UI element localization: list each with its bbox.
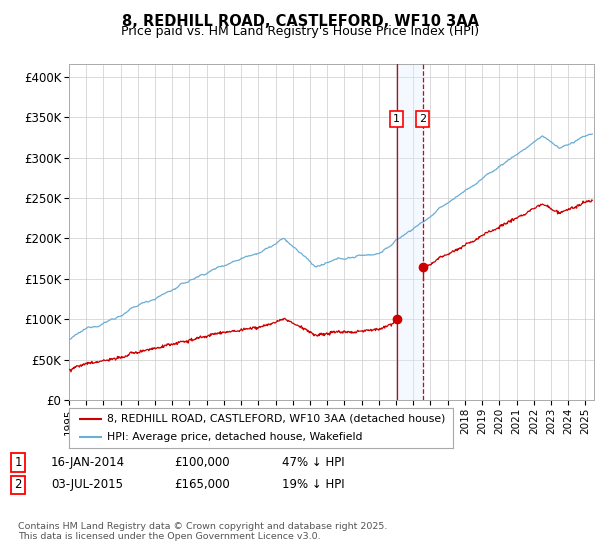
Bar (397, 64, 422, 400)
Text: 1: 1 (14, 456, 22, 469)
Text: Price paid vs. HM Land Registry's House Price Index (HPI): Price paid vs. HM Land Registry's House … (121, 25, 479, 38)
Text: 16-JAN-2014: 16-JAN-2014 (51, 456, 125, 469)
Text: £100,000: £100,000 (174, 456, 230, 469)
Text: HPI: Average price, detached house, Wakefield: HPI: Average price, detached house, Wake… (107, 432, 363, 442)
Text: 2: 2 (419, 114, 426, 124)
Text: 2: 2 (14, 478, 22, 492)
Text: 1: 1 (393, 114, 400, 124)
Text: 8, REDHILL ROAD, CASTLEFORD, WF10 3AA: 8, REDHILL ROAD, CASTLEFORD, WF10 3AA (121, 14, 479, 29)
Text: £165,000: £165,000 (174, 478, 230, 492)
Text: Contains HM Land Registry data © Crown copyright and database right 2025.
This d: Contains HM Land Registry data © Crown c… (18, 522, 388, 542)
Text: 8, REDHILL ROAD, CASTLEFORD, WF10 3AA (detached house): 8, REDHILL ROAD, CASTLEFORD, WF10 3AA (d… (107, 414, 446, 423)
Text: 03-JUL-2015: 03-JUL-2015 (51, 478, 123, 492)
Text: 19% ↓ HPI: 19% ↓ HPI (282, 478, 344, 492)
Text: 47% ↓ HPI: 47% ↓ HPI (282, 456, 344, 469)
